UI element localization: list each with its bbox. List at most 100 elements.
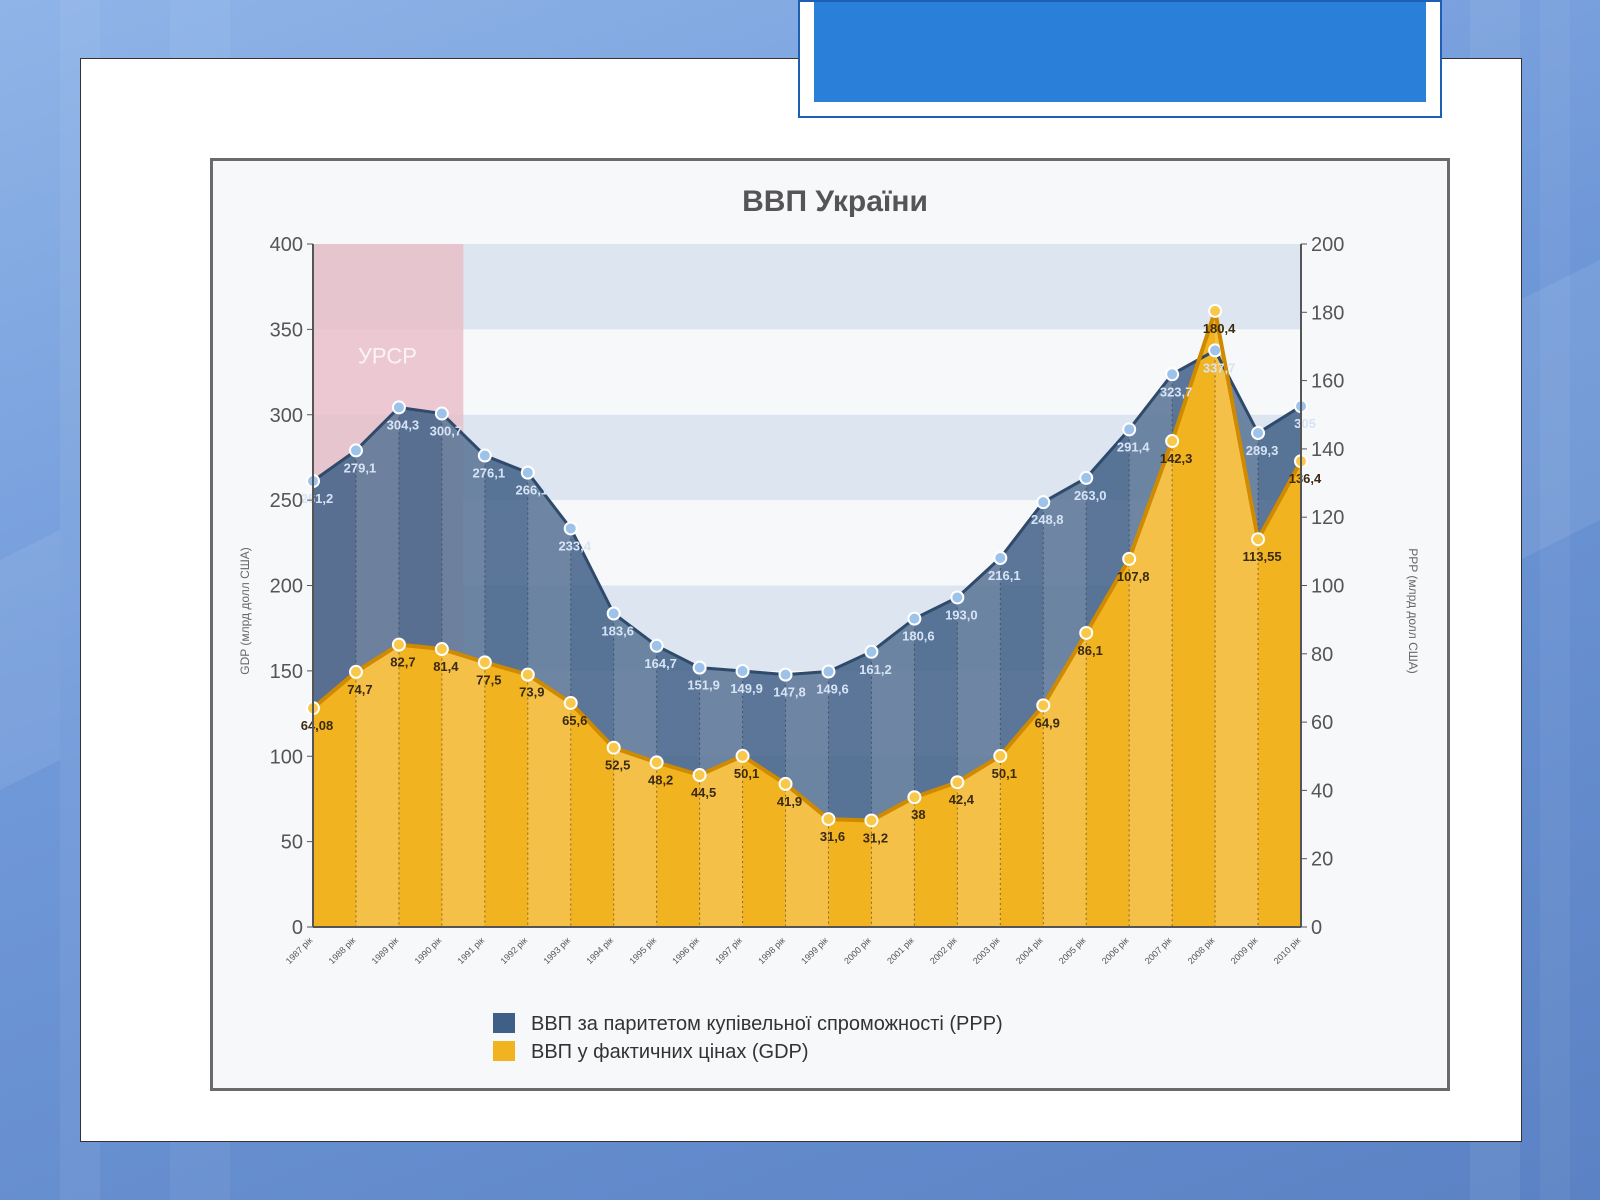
y-tick-label-left: 100 (270, 746, 303, 768)
ppp-point (864, 644, 879, 659)
ppp-point (606, 606, 621, 621)
gdp-data-label: 86,1 (1078, 643, 1103, 658)
gdp-data-label: 42,4 (949, 792, 975, 807)
ppp-data-label: 305 (1294, 416, 1316, 431)
gdp-point (348, 664, 363, 679)
ppp-point (1165, 367, 1180, 382)
gdp-stripe (613, 747, 657, 927)
ppp-data-label: 248,8 (1031, 512, 1064, 527)
y-tick-label-right: 180 (1311, 302, 1344, 324)
gdp-data-label: 50,1 (734, 766, 759, 781)
gdp-area (313, 310, 1301, 927)
y-tick-label-left: 0 (292, 917, 303, 939)
slide-title-box (798, 0, 1442, 118)
gdp-data-label: 31,2 (863, 830, 888, 845)
ppp-point (1122, 422, 1137, 437)
ppp-point (1208, 343, 1223, 358)
gdp-point (520, 667, 535, 682)
legend-swatch-ppp (493, 1013, 515, 1033)
gdp-point (907, 790, 922, 805)
ppp-point (821, 664, 836, 679)
ppp-data-label: 291,4 (1117, 439, 1150, 454)
legend: ВВП за паритетом купівельної спроможност… (493, 1013, 1003, 1063)
y-tick-label-left: 50 (281, 832, 303, 854)
y-tick-label-right: 140 (1311, 439, 1344, 461)
y-tick-label-left: 350 (270, 319, 303, 341)
y-tick-label-right: 0 (1311, 917, 1322, 939)
ppp-data-label: 149,6 (816, 682, 849, 697)
x-tick-label: 2001 рік (885, 935, 916, 966)
x-tick-label: 1995 рік (627, 935, 658, 966)
x-tick-label: 2002 рік (928, 935, 959, 966)
gdp-stripe (1129, 441, 1173, 927)
gdp-point (778, 776, 793, 791)
ppp-data-label: 164,7 (644, 656, 677, 671)
gdp-chart: ВВП України GDP (млрд долл США) PPP (млр… (238, 185, 1420, 1063)
x-tick-label: 2006 рік (1100, 935, 1131, 966)
ppp-data-label: 263,0 (1074, 488, 1107, 503)
ppp-line (312, 348, 1302, 677)
gdp-data-label: 38 (911, 807, 925, 822)
y-tick-label-left: 400 (270, 234, 303, 256)
y-tick-label-right: 100 (1311, 576, 1344, 598)
gdp-data-label: 81,4 (433, 659, 459, 674)
gdp-point (649, 755, 664, 770)
gdp-point (1165, 434, 1180, 449)
x-tick-label: 1997 рік (713, 935, 744, 966)
y-tick-label-right: 160 (1311, 371, 1344, 393)
gdp-data-label: 77,5 (476, 672, 501, 687)
gdp-stripe (871, 797, 915, 927)
x-tick-label: 1998 рік (756, 935, 787, 966)
gdp-data-label: 48,2 (648, 772, 673, 787)
gdp-point (1036, 698, 1051, 713)
ppp-point (950, 590, 965, 605)
gdp-point (391, 637, 406, 652)
gdp-stripe (699, 755, 743, 927)
gdp-data-label: 73,9 (519, 685, 544, 700)
gdp-point (821, 812, 836, 827)
gdp-stripe (441, 649, 485, 927)
gdp-point (563, 695, 578, 710)
x-tick-label: 1989 рік (370, 935, 401, 966)
y-tick-label-left: 200 (270, 576, 303, 598)
gdp-data-label: 136,4 (1289, 471, 1322, 486)
gdp-stripe (1043, 632, 1087, 927)
ppp-data-label: 323,7 (1160, 384, 1193, 399)
ppp-point (1251, 426, 1266, 441)
ppp-point (649, 638, 664, 653)
gdp-point (735, 748, 750, 763)
gdp-point (606, 740, 621, 755)
ppp-data-label: 216,1 (988, 568, 1021, 583)
y-tick-label-left: 150 (270, 661, 303, 683)
x-tick-label: 1991 рік (456, 935, 487, 966)
ppp-data-label: 304,3 (387, 417, 420, 432)
ussr-period-label: УРСР (358, 344, 417, 369)
ppp-point (563, 521, 578, 536)
ppp-data-label: 266,1 (516, 483, 549, 498)
gdp-point (1122, 551, 1137, 566)
y-tick-label-right: 120 (1311, 507, 1344, 529)
slide-title-fill (814, 2, 1426, 102)
ppp-data-label: 161,2 (859, 662, 892, 677)
ppp-point (778, 667, 793, 682)
y-tick-label-right: 200 (1311, 234, 1344, 256)
ppp-data-label: 149,9 (730, 681, 763, 696)
gdp-data-label: 31,6 (820, 829, 845, 844)
gdp-data-label: 52,5 (605, 758, 630, 773)
gdp-point (864, 813, 879, 828)
x-tick-label: 2003 рік (971, 935, 1002, 966)
y-axis-right-label: PPP (млрд долл США) (1406, 548, 1420, 674)
ppp-point (477, 448, 492, 463)
gdp-point (993, 748, 1008, 763)
gdp-data-label: 82,7 (390, 655, 415, 670)
ppp-point (348, 443, 363, 458)
legend-label-gdp: ВВП у фактичних цінах (GDP) (531, 1041, 809, 1063)
ppp-data-label: 183,6 (601, 624, 634, 639)
chart-title: ВВП України (742, 185, 928, 218)
x-tick-label: 1990 рік (413, 935, 444, 966)
x-tick-label: 1987 рік (284, 935, 315, 966)
ppp-point (692, 660, 707, 675)
ppp-data-label: 233,4 (558, 538, 591, 553)
gdp-point (434, 642, 449, 657)
ppp-data-label: 261,2 (301, 491, 334, 506)
